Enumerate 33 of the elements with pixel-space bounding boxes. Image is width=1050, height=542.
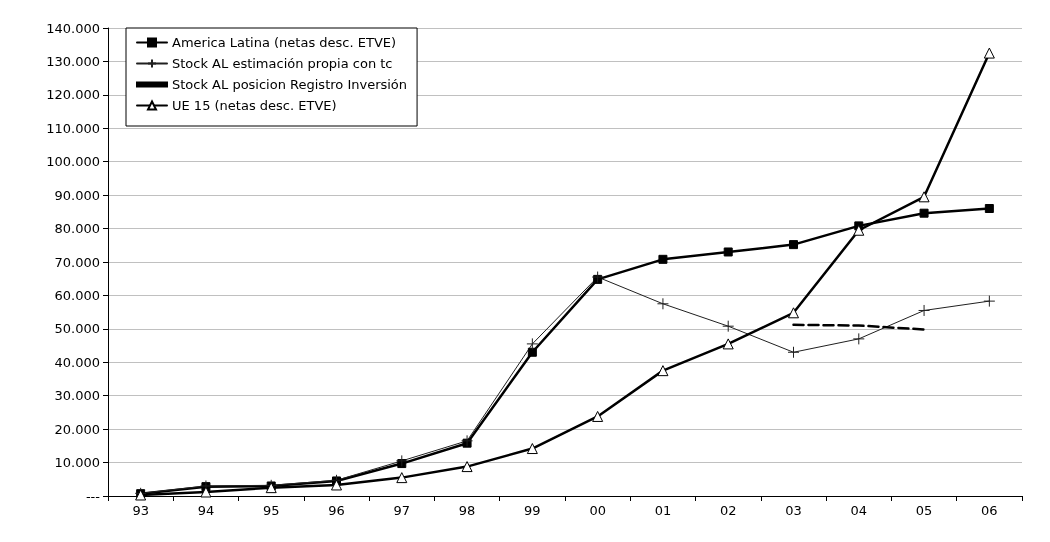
x-tick-label: 06 bbox=[981, 503, 998, 518]
x-tick-label: 02 bbox=[719, 503, 737, 518]
y-tick-label: 40.000 bbox=[54, 354, 100, 370]
y-tick-label: 120.000 bbox=[46, 87, 100, 103]
legend-label: UE 15 (netas desc. ETVE) bbox=[172, 98, 337, 113]
legend-label: Stock AL estimación propia con tc bbox=[172, 56, 393, 71]
x-tick-label: 93 bbox=[132, 503, 149, 518]
y-tick-label: 30.000 bbox=[54, 388, 100, 404]
y-tick-label: 90.000 bbox=[54, 187, 100, 203]
x-tick-label: 01 bbox=[654, 503, 672, 518]
x-tick-label: 03 bbox=[785, 503, 802, 518]
legend-label: Stock AL posicion Registro Inversión bbox=[172, 77, 408, 92]
x-tick-label: 94 bbox=[197, 503, 215, 518]
y-tick-label: 20.000 bbox=[54, 421, 100, 437]
y-tick-label: 10.000 bbox=[54, 455, 100, 471]
y-tick-label: 60.000 bbox=[54, 287, 100, 303]
y-tick-label: --- bbox=[85, 488, 101, 504]
y-tick-label: 70.000 bbox=[54, 254, 100, 270]
y-tick-label: 100.000 bbox=[46, 154, 100, 170]
x-tick-label: 04 bbox=[850, 503, 868, 518]
x-tick-label: 00 bbox=[589, 503, 606, 518]
y-tick-label: 110.000 bbox=[46, 120, 100, 136]
x-tick-label: 97 bbox=[393, 503, 411, 518]
x-tick-label: 98 bbox=[458, 503, 476, 518]
y-tick-label: 140.000 bbox=[46, 20, 100, 36]
x-tick-label: 05 bbox=[915, 503, 933, 518]
x-tick-label: 96 bbox=[328, 503, 345, 518]
legend-label: America Latina (netas desc. ETVE) bbox=[172, 35, 397, 50]
y-tick-label: 80.000 bbox=[54, 221, 100, 237]
x-tick-label: 99 bbox=[524, 503, 541, 518]
x-tick-label: 95 bbox=[262, 503, 280, 518]
y-tick-label: 50.000 bbox=[54, 321, 100, 337]
y-tick-label: 130.000 bbox=[46, 53, 100, 69]
